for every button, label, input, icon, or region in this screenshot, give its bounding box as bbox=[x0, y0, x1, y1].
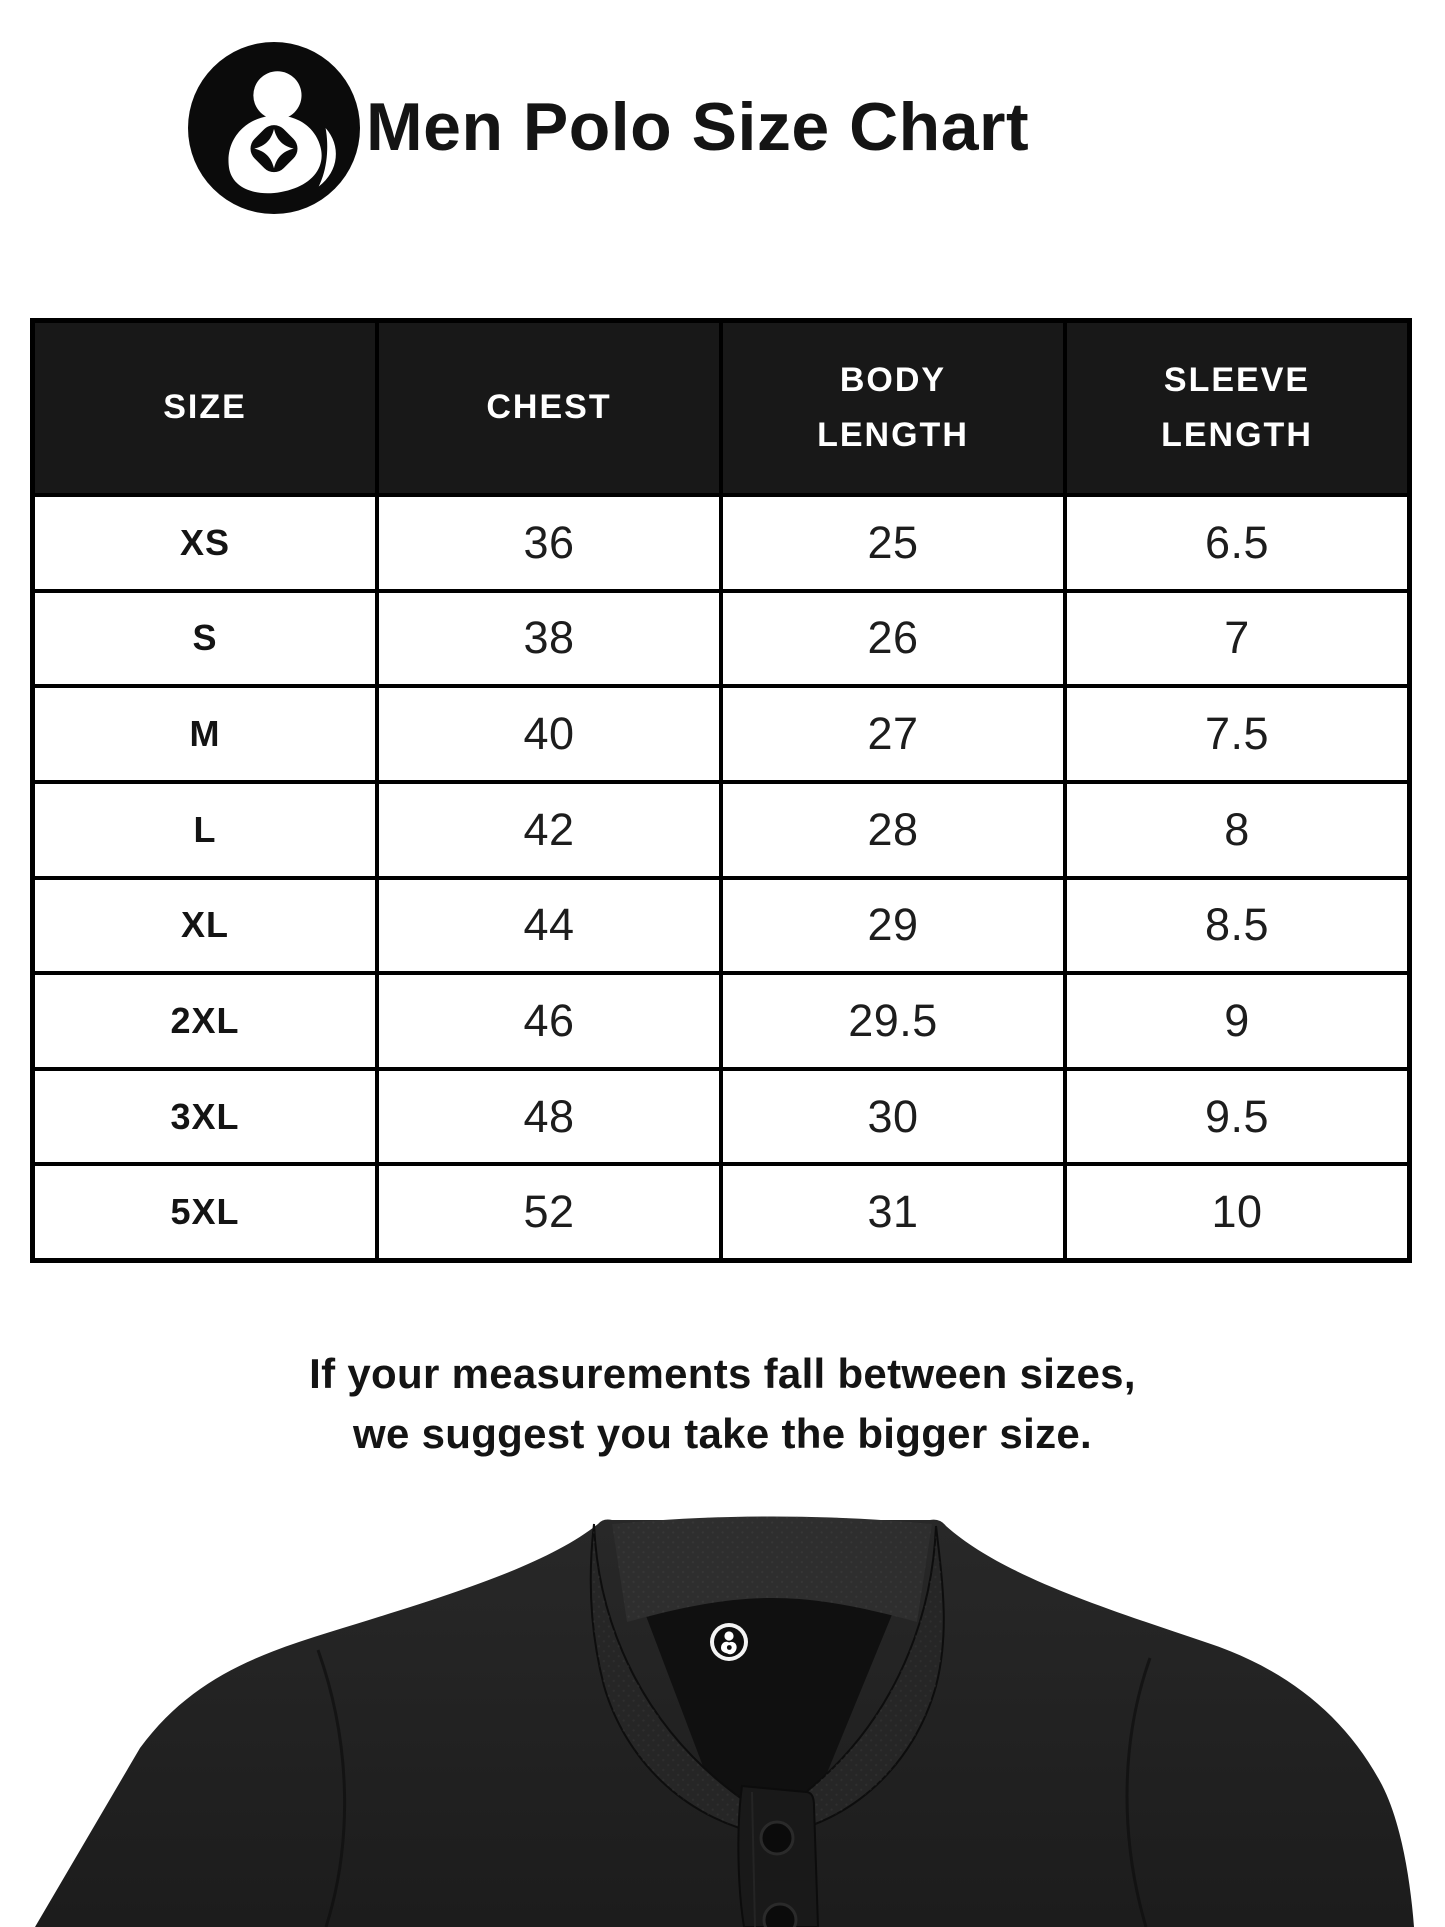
size-cell: M bbox=[35, 688, 375, 780]
column-header-chest: CHEST bbox=[379, 323, 719, 493]
polo-button-bottom bbox=[762, 1902, 798, 1927]
size-chart-table: SIZE CHEST BODY LENGTH SLEEVE LENGTH XS … bbox=[30, 318, 1412, 1263]
size-cell: 5XL bbox=[35, 1166, 375, 1258]
sleeve-length-cell: 10 bbox=[1067, 1166, 1407, 1258]
chest-cell: 38 bbox=[379, 592, 719, 685]
polo-neck-opening bbox=[640, 1579, 898, 1819]
size-cell: XS bbox=[35, 497, 375, 589]
sleeve-length-cell: 7.5 bbox=[1067, 688, 1407, 780]
sleeve-length-cell: 9 bbox=[1067, 975, 1407, 1067]
note-line-1: If your measurements fall between sizes, bbox=[309, 1350, 1136, 1397]
chest-cell: 42 bbox=[379, 783, 719, 876]
sleeve-length-cell: 8 bbox=[1067, 783, 1407, 876]
sleeve-length-cell: 9.5 bbox=[1067, 1070, 1407, 1163]
column-header-body-length: BODY LENGTH bbox=[723, 323, 1063, 493]
size-cell: S bbox=[35, 592, 375, 685]
size-cell: L bbox=[35, 783, 375, 876]
column-header-sleeve-length: SLEEVE LENGTH bbox=[1067, 323, 1407, 493]
chest-cell: 44 bbox=[379, 879, 719, 972]
collar-brand-tag-icon bbox=[710, 1623, 748, 1661]
note-text: If your measurements fall between sizes,… bbox=[0, 1344, 1445, 1463]
chest-cell: 52 bbox=[379, 1166, 719, 1258]
chest-cell: 48 bbox=[379, 1070, 719, 1163]
body-length-cell: 28 bbox=[723, 783, 1063, 876]
body-length-cell: 26 bbox=[723, 592, 1063, 685]
note-line-2: we suggest you take the bigger size. bbox=[353, 1409, 1092, 1457]
body-length-cell: 31 bbox=[723, 1166, 1063, 1258]
page-title: Men Polo Size Chart bbox=[366, 89, 1030, 165]
body-length-cell: 29.5 bbox=[723, 975, 1063, 1067]
person-star-brand-logo-icon bbox=[188, 42, 360, 214]
size-cell: XL bbox=[35, 879, 375, 972]
polo-button-top bbox=[759, 1820, 795, 1856]
chest-cell: 36 bbox=[379, 497, 719, 589]
body-length-cell: 30 bbox=[723, 1070, 1063, 1163]
sleeve-length-cell: 8.5 bbox=[1067, 879, 1407, 972]
size-cell: 3XL bbox=[35, 1070, 375, 1163]
body-length-cell: 29 bbox=[723, 879, 1063, 972]
polo-collar-left bbox=[589, 1523, 774, 1838]
sleeve-length-cell: 6.5 bbox=[1067, 497, 1407, 589]
polo-collar-band bbox=[612, 1516, 932, 1622]
brand-logo bbox=[188, 42, 360, 214]
column-header-size: SIZE bbox=[35, 323, 375, 493]
polo-shirt-image bbox=[35, 1516, 1414, 1927]
sleeve-length-cell: 7 bbox=[1067, 592, 1407, 685]
body-length-cell: 27 bbox=[723, 688, 1063, 780]
chest-cell: 46 bbox=[379, 975, 719, 1067]
body-length-cell: 25 bbox=[723, 497, 1063, 589]
chest-cell: 40 bbox=[379, 688, 719, 780]
polo-collar-right bbox=[768, 1525, 945, 1838]
size-cell: 2XL bbox=[35, 975, 375, 1067]
